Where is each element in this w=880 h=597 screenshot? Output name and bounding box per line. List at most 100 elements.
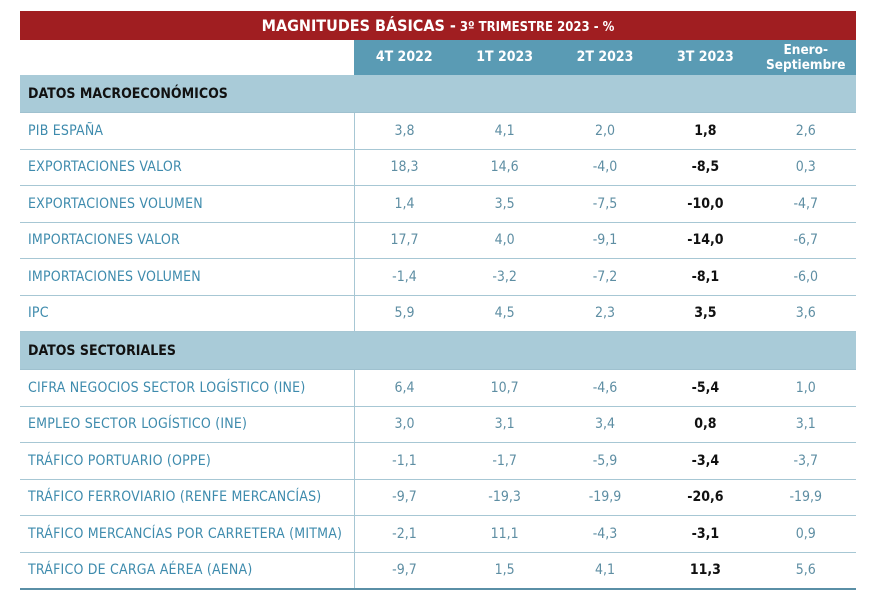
value-cell: 4,1: [454, 112, 555, 150]
value-cell: 3,1: [755, 406, 856, 443]
table-row: PIB ESPAÑA 3,8 4,1 2,0 1,8 2,6: [20, 112, 856, 150]
section-heading: DATOS MACROECONÓMICOS: [20, 75, 856, 113]
magnitudes-table: 4T 2022 1T 2023 2T 2023 3T 2023 Enero- S…: [20, 40, 856, 590]
row-label: EXPORTACIONES VOLUMEN: [20, 185, 355, 223]
column-header-row: 4T 2022 1T 2023 2T 2023 3T 2023 Enero- S…: [20, 40, 856, 75]
table-row: TRÁFICO MERCANCÍAS POR CARRETERA (MITMA)…: [20, 515, 856, 553]
row-label: PIB ESPAÑA: [20, 112, 355, 150]
value-cell: 1,4: [354, 185, 455, 223]
row-label: TRÁFICO MERCANCÍAS POR CARRETERA (MITMA): [20, 515, 355, 553]
value-cell: -4,6: [554, 369, 656, 407]
value-cell: -19,3: [454, 479, 555, 516]
table-title-bar: MAGNITUDES BÁSICAS -3º TRIMESTRE 2023 - …: [20, 11, 856, 40]
row-label: IMPORTACIONES VOLUMEN: [20, 258, 355, 296]
value-cell: 14,6: [454, 149, 555, 186]
value-cell: -5,9: [554, 442, 656, 480]
value-cell: 2,0: [554, 112, 656, 150]
table-row: EXPORTACIONES VALOR 18,3 14,6 -4,0 -8,5 0,3: [20, 149, 856, 186]
table-row: TRÁFICO PORTUARIO (OPPE) -1,1 -1,7 -5,9 -3,4…: [20, 442, 856, 480]
value-cell: 4,5: [454, 295, 555, 332]
value-cell: 3,8: [354, 112, 455, 150]
value-cell: 1,8: [655, 112, 756, 150]
table-row: TRÁFICO DE CARGA AÉREA (AENA) -9,7 1,5 4,1 1…: [20, 552, 856, 590]
row-label: TRÁFICO FERROVIARIO (RENFE MERCANCÍAS): [20, 479, 355, 516]
value-cell: 6,4: [354, 369, 455, 407]
value-cell: -3,7: [755, 442, 856, 480]
row-label: CIFRA NEGOCIOS SECTOR LOGÍSTICO (INE): [20, 369, 355, 407]
table-row: CIFRA NEGOCIOS SECTOR LOGÍSTICO (INE) 6,4…: [20, 369, 856, 407]
value-cell: -9,7: [354, 552, 455, 590]
value-cell: 2,6: [755, 112, 856, 150]
value-cell: -19,9: [554, 479, 656, 516]
value-cell: -1,4: [354, 258, 455, 296]
table-row: TRÁFICO FERROVIARIO (RENFE MERCANCÍAS) -9…: [20, 479, 856, 516]
value-cell: 3,1: [454, 406, 555, 443]
row-label: EXPORTACIONES VALOR: [20, 149, 355, 186]
value-cell: 1,5: [454, 552, 555, 590]
value-cell: 3,5: [655, 295, 756, 332]
table-row: IMPORTACIONES VALOR 17,7 4,0 -9,1 -14,0 -6,7: [20, 222, 856, 259]
value-cell: -6,7: [755, 222, 856, 259]
value-cell: -6,0: [755, 258, 856, 296]
value-cell: -4,3: [554, 515, 656, 553]
table-title: MAGNITUDES BÁSICAS -: [261, 16, 456, 35]
value-cell: 10,7: [454, 369, 555, 407]
value-cell: 3,6: [755, 295, 856, 332]
value-cell: -5,4: [655, 369, 756, 407]
table-row: IPC 5,9 4,5 2,3 3,5 3,6: [20, 295, 856, 332]
value-cell: 18,3: [354, 149, 455, 186]
value-cell: 5,9: [354, 295, 455, 332]
value-cell: -8,1: [655, 258, 756, 296]
value-cell: -10,0: [655, 185, 756, 223]
value-cell: -14,0: [655, 222, 756, 259]
value-cell: 5,6: [755, 552, 856, 590]
section-heading-row: DATOS MACROECONÓMICOS: [20, 75, 856, 113]
row-label: IMPORTACIONES VALOR: [20, 222, 355, 259]
value-cell: -9,7: [354, 479, 455, 516]
value-cell: 3,0: [354, 406, 455, 443]
section-heading: DATOS SECTORIALES: [20, 331, 856, 370]
value-cell: -1,7: [454, 442, 555, 480]
value-cell: 0,9: [755, 515, 856, 553]
value-cell: -8,5: [655, 149, 756, 186]
value-cell: -7,2: [554, 258, 656, 296]
value-cell: 4,1: [554, 552, 656, 590]
table-row: IMPORTACIONES VOLUMEN -1,4 -3,2 -7,2 -8,1 -6,…: [20, 258, 856, 296]
value-cell: -4,7: [755, 185, 856, 223]
column-header: 3T 2023: [655, 40, 756, 75]
row-label: IPC: [20, 295, 355, 332]
value-cell: -7,5: [554, 185, 656, 223]
table-row: EXPORTACIONES VOLUMEN 1,4 3,5 -7,5 -10,0 -4,7: [20, 185, 856, 223]
value-cell: -20,6: [655, 479, 756, 516]
column-header: 4T 2022: [354, 40, 455, 75]
value-cell: -4,0: [554, 149, 656, 186]
value-cell: 0,3: [755, 149, 856, 186]
value-cell: -2,1: [354, 515, 455, 553]
table-subtitle: 3º TRIMESTRE 2023 - %: [459, 20, 615, 35]
row-label: TRÁFICO DE CARGA AÉREA (AENA): [20, 552, 355, 590]
value-cell: -3,1: [655, 515, 756, 553]
section-heading-row: DATOS SECTORIALES: [20, 331, 856, 370]
column-header: 1T 2023: [454, 40, 555, 75]
table-row: EMPLEO SECTOR LOGÍSTICO (INE) 3,0 3,1 3,4 0,…: [20, 406, 856, 443]
table-body: DATOS MACROECONÓMICOS PIB ESPAÑA 3,8 4,1 2,0…: [20, 75, 856, 590]
value-cell: 3,5: [454, 185, 555, 223]
value-cell: 3,4: [554, 406, 656, 443]
value-cell: 11,1: [454, 515, 555, 553]
value-cell: -1,1: [354, 442, 455, 480]
value-cell: 11,3: [655, 552, 756, 590]
value-cell: -3,2: [454, 258, 555, 296]
value-cell: -3,4: [655, 442, 756, 480]
magnitudes-table-container: MAGNITUDES BÁSICAS -3º TRIMESTRE 2023 - …: [20, 11, 856, 590]
column-header: Enero- Septiembre: [755, 40, 856, 75]
value-cell: 0,8: [655, 406, 756, 443]
row-label: TRÁFICO PORTUARIO (OPPE): [20, 442, 355, 480]
value-cell: -19,9: [755, 479, 856, 516]
value-cell: -9,1: [554, 222, 656, 259]
value-cell: 2,3: [554, 295, 656, 332]
value-cell: 1,0: [755, 369, 856, 407]
value-cell: 17,7: [354, 222, 455, 259]
column-header: 2T 2023: [554, 40, 656, 75]
column-header-blank: [20, 40, 355, 75]
value-cell: 4,0: [454, 222, 555, 259]
